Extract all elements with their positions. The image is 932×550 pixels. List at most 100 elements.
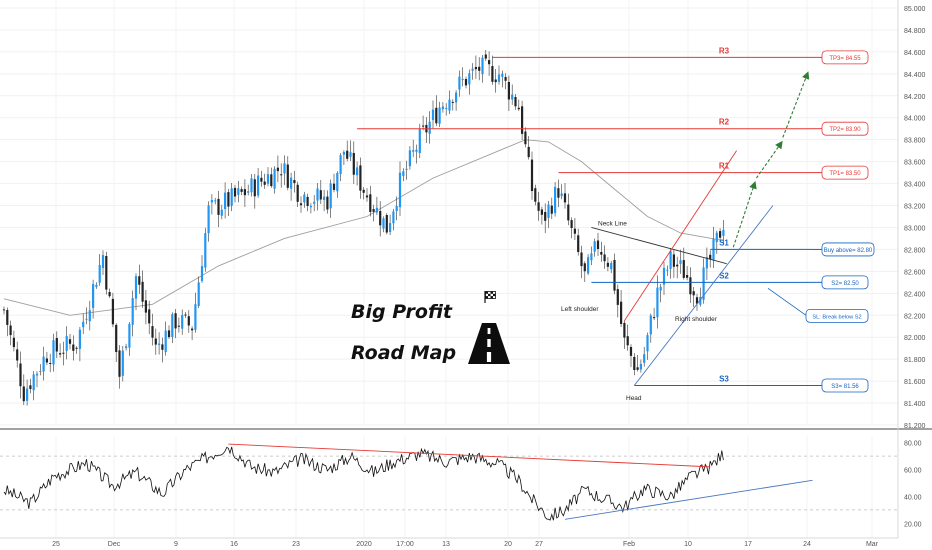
candle [530,151,534,200]
overlay-title-line1: Big Profit [351,301,453,323]
candle [636,355,639,372]
candle [659,284,662,303]
candle [167,325,171,340]
candle [59,343,62,358]
candle-body [567,204,570,221]
candle-body [6,310,9,325]
candle [42,346,45,381]
candle [669,248,672,279]
candle [39,364,42,376]
candle-body [369,194,372,212]
candle-body [349,152,352,157]
candle-body [121,350,124,376]
candle [121,346,124,382]
candle [577,228,580,256]
price-tick-label: 81.800 [904,357,926,364]
candle-body [323,196,326,200]
candle-body [468,73,471,85]
candle [237,180,240,203]
candle-body [451,101,454,103]
candle [336,171,339,198]
candle-body [662,267,666,285]
candle [603,245,606,269]
level-label: S1 [719,238,729,247]
price-tick-label: 83.600 [904,160,926,167]
candle-body [682,260,685,278]
candle [580,245,583,279]
candle [563,183,567,209]
candle [448,90,451,115]
candle [379,201,382,237]
candle-body [715,232,718,242]
candle-body [134,276,138,299]
candle [369,185,372,217]
candle-body [636,367,639,370]
candle [620,290,623,327]
candle-body [230,188,233,206]
candle-body [626,336,629,346]
candle-body [504,77,507,81]
candle [626,324,629,351]
candle [32,371,35,401]
price-tick-label: 83.200 [904,204,926,211]
candle [329,179,332,218]
candle [22,374,25,405]
candle-body [501,73,504,77]
candle-body [418,128,421,153]
level-tag: TP3= 84.55 [829,56,861,62]
candle-body [45,358,48,363]
candle-body [161,344,164,350]
price-tick-label: 82.400 [904,291,926,298]
candle [422,115,425,131]
candle-body [557,188,560,198]
candle [352,141,355,184]
rsi-tick-label: 80.00 [904,441,922,448]
candle-body [653,317,656,319]
candle-body [342,152,345,155]
rsi-tick-label: 60.00 [904,468,922,475]
candle [359,157,362,199]
candle [481,55,484,83]
candle-body [359,165,362,191]
price-tick-label: 83.800 [904,138,926,145]
candle [356,161,359,186]
candle-body [78,329,81,349]
candle [699,287,702,307]
candle [646,332,649,360]
candle-body [590,253,593,261]
candle-body [524,131,527,145]
candle [6,307,9,337]
candle [524,127,527,148]
candle [488,51,491,76]
time-tick-label: 24 [803,541,811,548]
candle [52,333,55,372]
candle [174,308,177,339]
candle [346,140,349,162]
candle [65,326,68,360]
candle [154,328,157,355]
level-tag: TP2= 83.90 [829,127,861,133]
level-r1: R1 TP1= 83.50 [558,162,869,180]
candle [600,241,603,262]
candle [537,191,540,221]
support-trendline [633,205,774,386]
candle [171,312,174,343]
candle-body [167,330,171,338]
candle [428,111,431,144]
sl-connector [767,288,807,316]
time-tick-label: 13 [442,541,450,548]
candle-body [128,323,131,348]
candle [501,70,504,88]
candle [514,94,517,110]
candle-body [497,74,501,82]
candle-body [346,150,349,159]
candle-body [174,313,177,329]
price-tick-label: 81.600 [904,379,926,386]
candle-body [689,277,692,295]
candle-body [233,187,237,197]
candle [55,331,58,358]
candle-body [649,315,652,335]
candle-body [164,330,167,353]
candle-body [290,177,293,189]
